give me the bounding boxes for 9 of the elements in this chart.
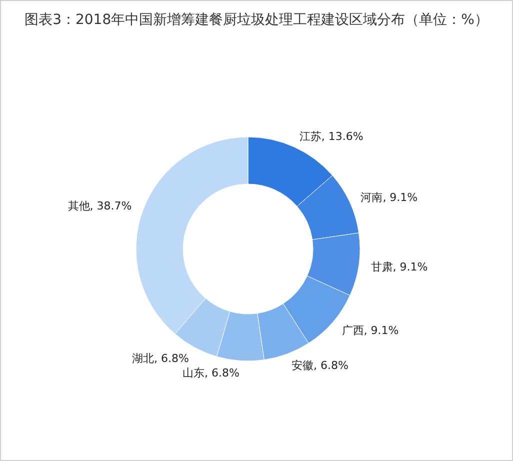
slice-label: 甘肃, 9.1% <box>370 260 428 274</box>
chart-title: 图表3：2018年中国新增筹建餐厨垃圾处理工程建设区域分布（单位：%） <box>24 12 490 28</box>
slice-label: 山东, 6.8% <box>182 366 240 380</box>
slice-label: 河南, 9.1% <box>360 191 418 204</box>
slice-label: 湖北, 6.8% <box>132 352 189 365</box>
slice-label: 其他, 38.7% <box>68 200 132 213</box>
slice-label: 安徽, 6.8% <box>291 358 348 372</box>
slice-label: 广西, 9.1% <box>342 324 399 337</box>
slice-label: 江苏, 13.6% <box>299 130 364 143</box>
